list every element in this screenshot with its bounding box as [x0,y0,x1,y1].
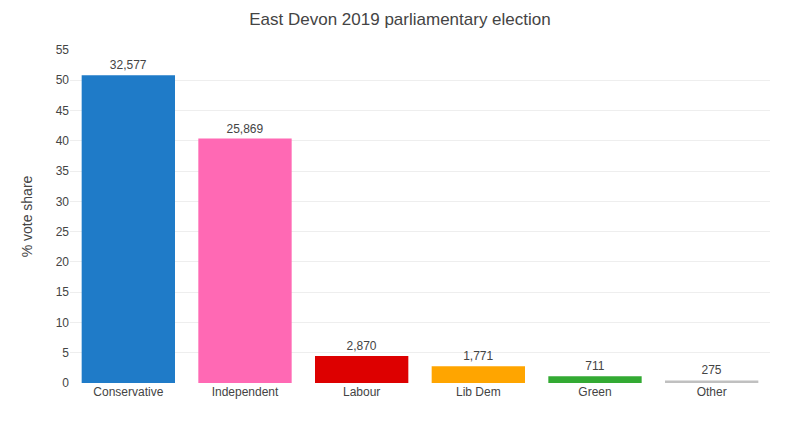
svg-text:32,577: 32,577 [110,58,147,72]
svg-text:5: 5 [62,346,69,360]
svg-text:20: 20 [56,255,70,269]
svg-text:711: 711 [585,359,604,373]
svg-text:25: 25 [56,225,70,239]
svg-text:30: 30 [56,195,70,209]
svg-text:55: 55 [56,43,70,57]
svg-text:15: 15 [56,285,70,299]
svg-text:45: 45 [56,104,70,118]
svg-text:35: 35 [56,164,70,178]
svg-text:Lib Dem: Lib Dem [456,385,501,399]
svg-text:Labour: Labour [343,385,380,399]
svg-text:Independent: Independent [212,385,279,399]
svg-text:10: 10 [56,316,70,330]
svg-text:25,869: 25,869 [226,122,263,136]
svg-text:% vote share: % vote share [19,175,35,257]
svg-text:Green: Green [578,385,611,399]
svg-text:0: 0 [62,376,69,390]
svg-text:Conservative: Conservative [93,385,163,399]
svg-text:East Devon 2019 parliamentary: East Devon 2019 parliamentary election [249,10,550,29]
svg-text:2,870: 2,870 [346,339,376,353]
svg-text:40: 40 [56,134,70,148]
svg-text:50: 50 [56,73,70,87]
svg-text:275: 275 [701,363,721,377]
svg-text:1,771: 1,771 [463,349,493,363]
svg-text:Other: Other [697,385,727,399]
